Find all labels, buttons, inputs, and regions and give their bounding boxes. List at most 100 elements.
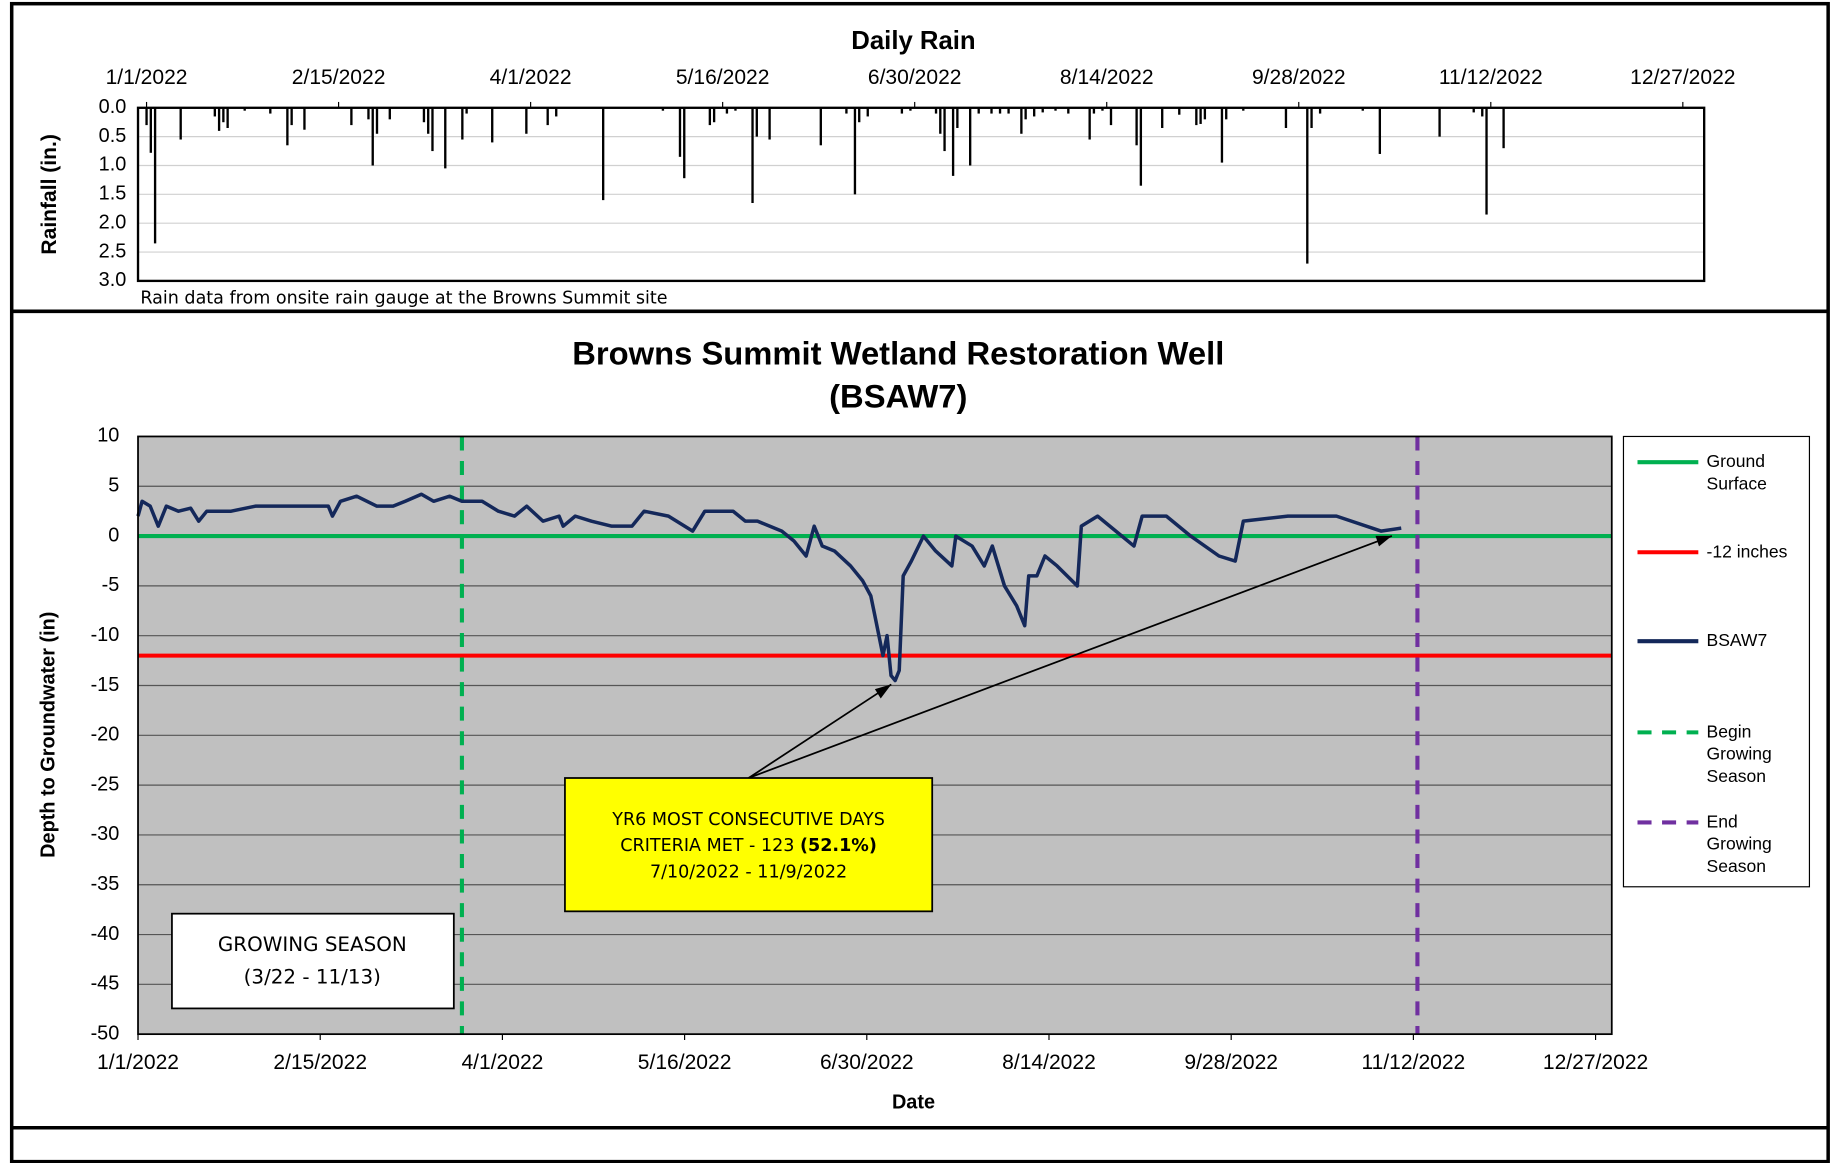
x-tick-label: 8/14/2022 bbox=[1002, 1051, 1096, 1074]
rain-bar bbox=[431, 107, 434, 152]
rain-bar bbox=[1199, 107, 1202, 124]
rain-bar bbox=[1502, 107, 1505, 149]
note: Rain data from onsite rain gauge at the … bbox=[140, 288, 667, 308]
rain-bar bbox=[755, 107, 758, 137]
annotation-text: CRITERIA MET - 123 (52.1%) bbox=[620, 836, 877, 856]
rain-bar bbox=[1318, 107, 1322, 114]
rain-bar bbox=[179, 107, 182, 140]
rain-bar bbox=[768, 107, 771, 140]
rain-bar bbox=[900, 107, 904, 114]
rain-bar bbox=[1092, 107, 1096, 114]
rain-bar bbox=[1225, 107, 1228, 120]
annotation-text: YR6 MOST CONSECUTIVE DAYS bbox=[611, 810, 885, 830]
x-tick-label: 6/30/2022 bbox=[820, 1051, 914, 1074]
rain-bar bbox=[1067, 107, 1070, 114]
rain-bar bbox=[290, 107, 293, 126]
y-tick-label: -15 bbox=[91, 674, 120, 696]
rain-bar bbox=[956, 107, 959, 128]
arrow bbox=[748, 683, 892, 779]
y-tick-label: 2.0 bbox=[99, 211, 127, 233]
x-tick-label: 12/27/2022 bbox=[1543, 1051, 1648, 1074]
annotation-box bbox=[564, 777, 934, 913]
chart-subtitle: (BSAW7) bbox=[829, 378, 967, 415]
y-tick-label: -50 bbox=[91, 1022, 120, 1044]
rain-bar bbox=[444, 107, 447, 169]
season-box bbox=[171, 912, 455, 1010]
rain-bar bbox=[461, 107, 464, 140]
rain-bar bbox=[1195, 107, 1198, 126]
y-tick-label: -30 bbox=[91, 823, 120, 845]
x-tick-label: 2/15/2022 bbox=[273, 1051, 367, 1074]
rain-bar bbox=[853, 107, 857, 195]
y-tick-label: -10 bbox=[91, 624, 120, 646]
rain-bar bbox=[1109, 107, 1113, 126]
rain-bar bbox=[712, 107, 716, 123]
rain-bar bbox=[1203, 107, 1207, 120]
legend-label: Ground Surface bbox=[1707, 451, 1767, 493]
arrow bbox=[748, 535, 1393, 779]
rain-bar bbox=[1054, 107, 1057, 111]
rain-bar bbox=[934, 107, 938, 114]
rain-bar bbox=[217, 107, 221, 131]
rain-bar bbox=[1242, 107, 1245, 111]
legend-label: BSAW7 bbox=[1707, 630, 1768, 650]
rain-bar bbox=[866, 107, 869, 117]
rain-bar bbox=[601, 107, 605, 201]
x-tick-label: 11/12/2022 bbox=[1439, 66, 1543, 89]
rain-bar bbox=[1481, 107, 1484, 117]
x-tick-label: 9/28/2022 bbox=[1252, 66, 1346, 89]
rain-bar bbox=[213, 107, 217, 117]
rain-bar bbox=[555, 107, 558, 117]
well-chart: Browns Summit Wetland Restoration Well (… bbox=[37, 334, 1811, 1113]
y-tick-label: 0.0 bbox=[99, 96, 127, 118]
arrow-head bbox=[1375, 535, 1392, 547]
rain-bar bbox=[1438, 107, 1441, 137]
season-text: (3/22 - 11/13) bbox=[244, 966, 381, 989]
y-tick-label: 5 bbox=[108, 475, 119, 497]
rain-bar bbox=[1161, 107, 1164, 128]
y-tick-label: 1.0 bbox=[99, 154, 127, 176]
rain-bar bbox=[939, 107, 942, 134]
rain-bar bbox=[222, 107, 225, 123]
rain-bar bbox=[1306, 107, 1309, 264]
rain-bar bbox=[243, 107, 246, 111]
rain-bar bbox=[661, 107, 665, 111]
x-tick-label: 1/1/2022 bbox=[106, 66, 188, 89]
rain-bar bbox=[367, 107, 370, 120]
rain-bar bbox=[1485, 107, 1488, 215]
x-tick-label: 12/27/2022 bbox=[1630, 66, 1735, 89]
rain-bar bbox=[1020, 107, 1023, 134]
y-axis-label: Depth to Groundwater (in) bbox=[37, 612, 59, 858]
rain-bar bbox=[1041, 107, 1044, 113]
rain-bar bbox=[725, 107, 729, 114]
rain-bar bbox=[1178, 107, 1181, 115]
rain-bar bbox=[819, 107, 822, 146]
rain-bar bbox=[683, 107, 686, 179]
y-tick-label: 0.5 bbox=[99, 125, 127, 147]
y-tick-label: 2.5 bbox=[99, 240, 127, 262]
y-tick-label: -25 bbox=[91, 773, 120, 795]
rain-bar bbox=[708, 107, 712, 126]
x-tick-label: 4/1/2022 bbox=[461, 1051, 543, 1074]
rain-bar bbox=[145, 107, 148, 126]
rain-bar bbox=[909, 107, 912, 111]
annotation-text: CRITERIA MET - 123 bbox=[620, 836, 794, 856]
rain-bar bbox=[751, 107, 754, 204]
series-line bbox=[136, 492, 1402, 683]
legend-box bbox=[1622, 435, 1811, 888]
rain-bar bbox=[951, 107, 955, 176]
rain-bar bbox=[371, 107, 374, 166]
rain-bar bbox=[491, 107, 494, 143]
y-axis-label: Rainfall (in.) bbox=[38, 134, 61, 254]
arrow-head bbox=[874, 684, 892, 699]
rain-bar bbox=[153, 107, 157, 244]
y-tick-label: 10 bbox=[97, 425, 119, 447]
x-tick-label: 5/16/2022 bbox=[638, 1051, 732, 1074]
rain-bar bbox=[1139, 107, 1143, 186]
rain-bar bbox=[968, 107, 972, 166]
rain-bar bbox=[269, 107, 272, 114]
legend-label: -12 inches bbox=[1707, 541, 1788, 561]
rain-bar bbox=[375, 107, 379, 134]
chart-title: Daily Rain bbox=[851, 27, 975, 55]
